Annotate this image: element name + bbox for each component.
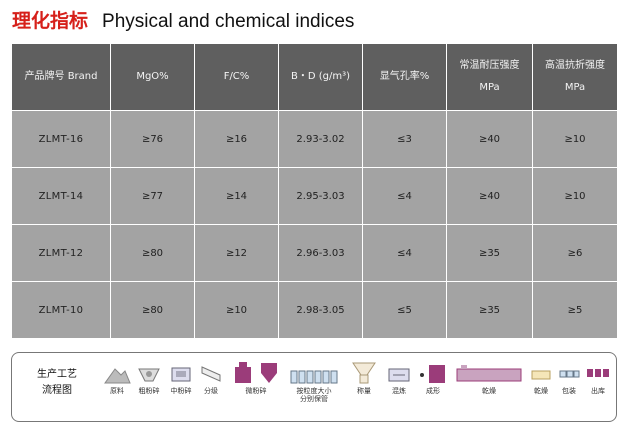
header-hot-modulus-rupture: 高温抗折强度 MPa (532, 43, 618, 111)
medium-crusher-icon (171, 367, 191, 382)
coarse-crusher-icon (138, 368, 160, 382)
press-icon (420, 365, 445, 383)
cell-porosity: ≤5 (362, 281, 447, 339)
cell-porosity: ≤3 (362, 110, 447, 168)
table-row: ZLMT-16 ≥76 ≥16 2.93-3.02 ≤3 ≥40 ≥10 (11, 110, 618, 168)
table-row: ZLMT-12 ≥80 ≥12 2.96-3.03 ≤4 ≥35 ≥6 (11, 224, 618, 282)
cell-hmor: ≥5 (532, 281, 618, 339)
process-flow-panel: 生产工艺 流程图 原料 粗粉碎 中粉碎 分级 微粉碎 按粒度大小 分别保管 (11, 352, 617, 422)
shipping-icon (587, 369, 609, 377)
mixer-icon (388, 368, 410, 382)
table-row: ZLMT-14 ≥77 ≥14 2.95-3.03 ≤4 ≥40 ≥10 (11, 167, 618, 225)
title-english: Physical and chemical indices (102, 11, 355, 32)
cell-bd: 2.96-3.03 (278, 224, 363, 282)
cell-bd: 2.95-3.03 (278, 167, 363, 225)
cell-ccs: ≥35 (446, 224, 533, 282)
cell-fc: ≥14 (194, 167, 279, 225)
cell-brand: ZLMT-16 (11, 110, 111, 168)
cell-mgo: ≥77 (110, 167, 195, 225)
flow-step: 称量 (348, 359, 380, 417)
flow-step: 成形 (416, 359, 450, 417)
flow-step: 按粒度大小 分别保管 (288, 359, 340, 417)
flow-step: 粗粉碎 (134, 359, 164, 417)
header-cold-crushing-strength: 常温耐压强度 MPa (446, 43, 533, 111)
storage-silos-icon (290, 370, 338, 384)
cell-porosity: ≤4 (362, 224, 447, 282)
flow-step: 包装 (556, 359, 582, 417)
header-fc: F/C% (194, 43, 279, 111)
header-apparent-porosity: 显气孔率% (362, 43, 447, 111)
classifier-icon (201, 366, 221, 382)
flow-step: 原料 (102, 359, 132, 417)
cell-mgo: ≥80 (110, 281, 195, 339)
flow-step: 混炼 (384, 359, 414, 417)
cell-brand: ZLMT-12 (11, 224, 111, 282)
cell-mgo: ≥76 (110, 110, 195, 168)
cell-ccs: ≥40 (446, 167, 533, 225)
header-bulk-density: B・D (g/m³) (278, 43, 363, 111)
cell-fc: ≥10 (194, 281, 279, 339)
cell-ccs: ≥35 (446, 281, 533, 339)
raw-material-pile-icon (104, 368, 131, 384)
flow-step: 中粉碎 (166, 359, 196, 417)
cell-mgo: ≥80 (110, 224, 195, 282)
flow-step: 微粉碎 (226, 359, 286, 417)
cell-fc: ≥12 (194, 224, 279, 282)
process-flow-label: 生产工艺 流程图 (37, 369, 77, 396)
cell-hmor: ≥6 (532, 224, 618, 282)
cell-porosity: ≤4 (362, 167, 447, 225)
fine-grinder-icon (235, 362, 277, 383)
cell-hmor: ≥10 (532, 110, 618, 168)
indices-table: 产品牌号 Brand MgO% F/C% B・D (g/m³) 显气孔率% 常温… (11, 43, 618, 339)
header-mgo: MgO% (110, 43, 195, 111)
process-flow-steps: 原料 粗粉碎 中粉碎 分级 微粉碎 按粒度大小 分别保管 称量 混 (102, 359, 609, 417)
cell-bd: 2.98-3.05 (278, 281, 363, 339)
table-header-row: 产品牌号 Brand MgO% F/C% B・D (g/m³) 显气孔率% 常温… (11, 43, 618, 111)
header-brand: 产品牌号 Brand (11, 43, 111, 111)
cell-fc: ≥16 (194, 110, 279, 168)
table-row: ZLMT-10 ≥80 ≥10 2.98-3.05 ≤5 ≥35 ≥5 (11, 281, 618, 339)
cell-hmor: ≥10 (532, 167, 618, 225)
flow-step: 乾燥 (454, 359, 524, 417)
flow-step: 分级 (198, 359, 224, 417)
cell-brand: ZLMT-14 (11, 167, 111, 225)
page-title: 理化指标 Physical and chemical indices (12, 6, 354, 34)
cell-bd: 2.93-3.02 (278, 110, 363, 168)
weighing-hopper-icon (352, 362, 376, 384)
packaging-icon (559, 370, 580, 378)
title-chinese: 理化指标 (12, 10, 89, 32)
cell-brand: ZLMT-10 (11, 281, 111, 339)
flow-step: 出库 (584, 359, 612, 417)
cell-ccs: ≥40 (446, 110, 533, 168)
kiln-icon (456, 365, 522, 382)
flow-step: 乾燥 (528, 359, 554, 417)
dryer-icon (531, 370, 551, 380)
